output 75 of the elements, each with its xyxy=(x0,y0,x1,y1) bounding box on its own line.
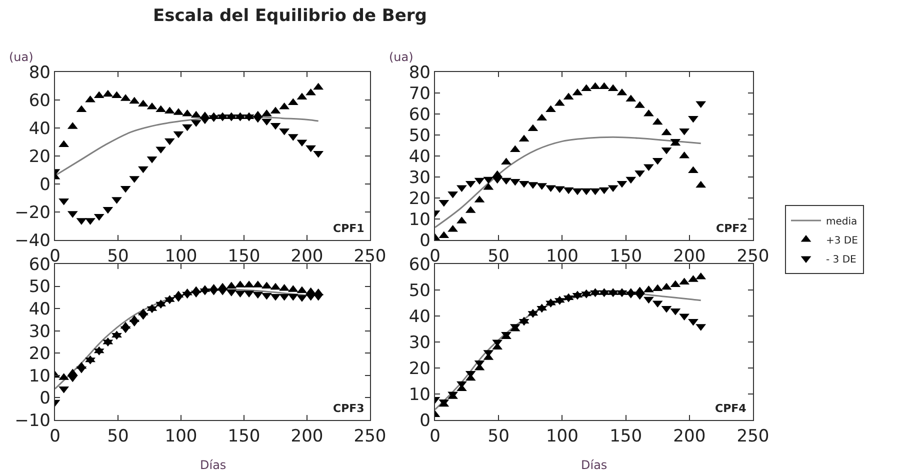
x-tick-label: 50 xyxy=(488,246,510,266)
y-tick-label: 50 xyxy=(28,277,50,298)
x-tick-label: 200 xyxy=(673,246,706,266)
y-tick-label: 60 xyxy=(408,104,430,125)
annotation: CPF3 xyxy=(333,402,364,415)
x-tick-label: 200 xyxy=(290,426,324,446)
x-tick-label: 100 xyxy=(546,426,578,446)
y-tick-label: 10 xyxy=(408,384,430,405)
point xyxy=(688,318,698,326)
y-tick-label: 60 xyxy=(28,90,50,111)
y-tick-label: 20 xyxy=(408,188,430,209)
y-tick-label: 40 xyxy=(408,306,430,327)
y-tick-label: 20 xyxy=(28,344,50,364)
x-axis-title: Días xyxy=(581,458,608,472)
point xyxy=(501,178,512,185)
x-tick-label: 50 xyxy=(488,426,510,446)
point xyxy=(112,91,122,98)
x-tick-label: 50 xyxy=(107,426,129,446)
x-tick-label: 150 xyxy=(610,246,642,266)
y-tick-label: 0 xyxy=(40,388,50,409)
annotation: CPF2 xyxy=(716,222,748,235)
y-tick-label: 30 xyxy=(408,168,430,188)
x-tick-label: 250 xyxy=(354,426,386,446)
y-tick-label: 0 xyxy=(420,410,430,431)
y-tick-label: 50 xyxy=(408,126,430,146)
y-tick-label: 80 xyxy=(408,62,430,83)
x-tick-label: 50 xyxy=(107,246,129,266)
y-tick-label: 30 xyxy=(28,322,50,342)
y-tick-label: 20 xyxy=(28,146,50,167)
y-tick-label: 0 xyxy=(420,230,430,251)
x-tick-label: 100 xyxy=(164,246,198,266)
y-tick-label: −40 xyxy=(14,230,50,251)
x-tick-label: 200 xyxy=(290,246,324,266)
point xyxy=(590,290,600,298)
x-tick-label: 250 xyxy=(354,246,386,266)
y-tick-label: 80 xyxy=(28,62,50,83)
x-tick-label: 150 xyxy=(610,426,642,446)
y-tick-label: 10 xyxy=(408,210,430,230)
point xyxy=(306,145,316,152)
x-tick-label: 250 xyxy=(736,246,770,266)
y-tick-label: 40 xyxy=(28,118,50,139)
legend-label: - 3 DE xyxy=(826,254,856,266)
y-tick-label: 60 xyxy=(28,254,50,275)
x-tick-label: 100 xyxy=(164,426,198,446)
y-tick-label: 0 xyxy=(40,174,50,195)
point xyxy=(546,105,556,112)
x-tick-label: 100 xyxy=(546,246,578,266)
y-tick-label: 10 xyxy=(28,366,50,386)
y-tick-label: 60 xyxy=(408,254,430,275)
y-axis-title: (ua) xyxy=(9,50,34,64)
point xyxy=(501,158,512,165)
y-tick-label: 40 xyxy=(408,146,430,167)
point xyxy=(138,166,148,174)
legend-label: media xyxy=(826,216,858,228)
y-tick-label: −20 xyxy=(14,202,50,223)
y-tick-label: 40 xyxy=(28,300,50,320)
x-tick-label: 150 xyxy=(228,246,260,266)
annotation: CPF1 xyxy=(333,222,364,235)
annotation: CPF4 xyxy=(715,402,747,415)
x-tick-label: 200 xyxy=(673,426,706,446)
y-tick-label: 30 xyxy=(408,332,430,353)
line-series xyxy=(435,136,702,228)
y-tick-label: −10 xyxy=(14,410,50,431)
x-axis-title: Días xyxy=(200,458,226,472)
point xyxy=(644,296,654,304)
y-tick-label: 50 xyxy=(408,280,430,301)
legend-label: +3 DE xyxy=(826,235,858,246)
point xyxy=(590,188,600,196)
y-tick-label: 20 xyxy=(408,358,430,379)
y-tick-label: 70 xyxy=(408,84,430,104)
x-tick-label: 250 xyxy=(736,426,770,446)
x-tick-label: 150 xyxy=(228,426,260,446)
y-axis-title: (ua) xyxy=(389,50,414,64)
point xyxy=(634,292,645,300)
chart-title: Escala del Equilibrio de Berg xyxy=(153,6,427,26)
